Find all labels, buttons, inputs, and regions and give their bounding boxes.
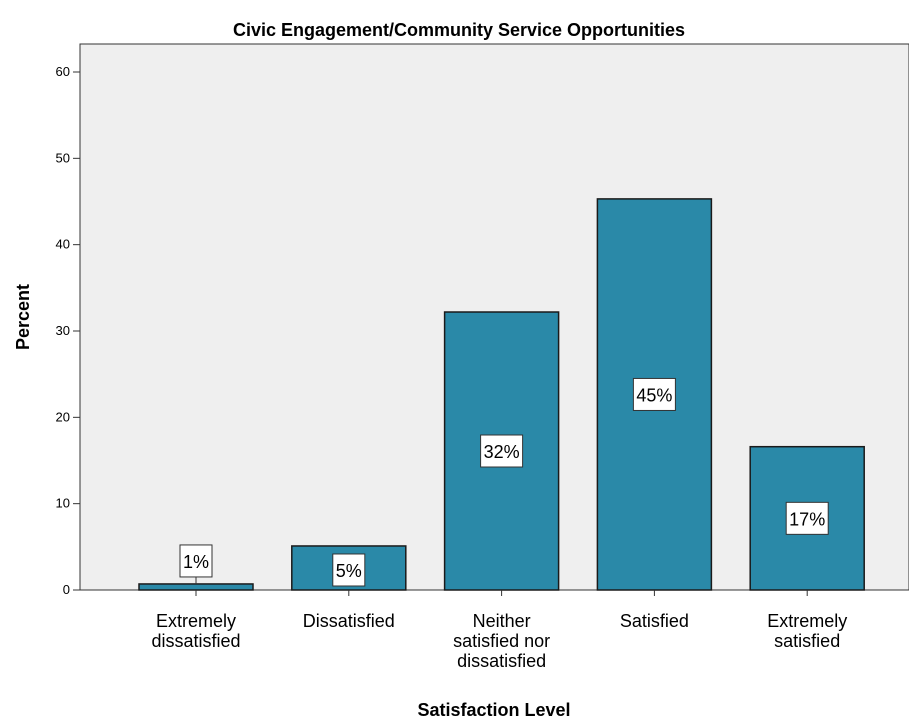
y-tick-label: 30 <box>56 323 70 338</box>
x-tick-label: Satisfied <box>620 611 689 631</box>
x-tick-label: dissatisfied <box>151 631 240 651</box>
y-tick-label: 60 <box>56 64 70 79</box>
data-label-box <box>332 553 366 587</box>
data-label: 17% <box>789 509 825 529</box>
x-tick-label: dissatisfied <box>457 651 546 671</box>
data-label: 32% <box>484 442 520 462</box>
data-label-box <box>179 544 213 578</box>
y-tick-label: 10 <box>56 496 70 511</box>
y-tick-label: 0 <box>63 582 70 597</box>
x-tick-label: satisfied <box>774 631 840 651</box>
y-tick-label: 40 <box>56 237 70 252</box>
data-label: 1% <box>183 552 209 572</box>
data-label-box <box>480 434 524 468</box>
x-axis-title: Satisfaction Level <box>417 700 570 720</box>
data-label-box <box>632 377 676 411</box>
data-label-box <box>785 501 829 535</box>
y-axis: 0 10 20 30 40 50 60 <box>56 64 80 597</box>
data-label: 45% <box>636 385 672 405</box>
x-tick-label: Extremely <box>767 611 847 631</box>
data-label: 5% <box>336 561 362 581</box>
y-tick-label: 20 <box>56 409 70 424</box>
x-tick-label: satisfied nor <box>453 631 550 651</box>
chart-title: Civic Engagement/Community Service Oppor… <box>233 20 685 40</box>
y-tick-label: 50 <box>56 150 70 165</box>
bars: 1% 5% 32% 45% 17% <box>138 198 865 591</box>
x-tick-label: Neither <box>473 611 531 631</box>
x-tick-label: Extremely <box>156 611 236 631</box>
x-tick-label: Dissatisfied <box>303 611 395 631</box>
bar <box>138 583 254 591</box>
y-axis-title: Percent <box>13 284 33 350</box>
